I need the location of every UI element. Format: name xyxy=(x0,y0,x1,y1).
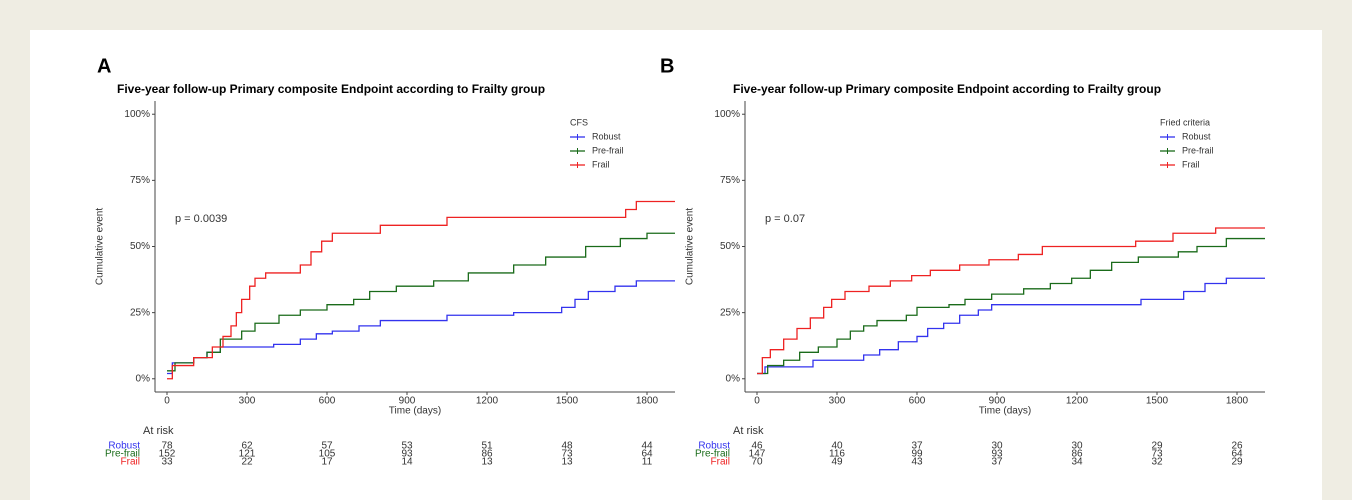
risk-count: 64 xyxy=(641,449,653,460)
chart-title: Five-year follow-up Primary composite En… xyxy=(733,82,1161,96)
risk-title: At risk xyxy=(733,425,764,437)
risk-count: 62 xyxy=(241,441,253,452)
legend-label: Pre-frail xyxy=(1182,145,1214,155)
x-axis-label: Time (days) xyxy=(389,406,441,417)
risk-count: 51 xyxy=(481,441,493,452)
legend-title: CFS xyxy=(570,117,588,127)
risk-row-name: Frail xyxy=(711,457,730,468)
risk-count: 30 xyxy=(991,441,1003,452)
risk-count: 73 xyxy=(561,449,573,460)
y-tick-label: 100% xyxy=(124,109,150,120)
y-axis-label: Cumulative event xyxy=(95,208,106,285)
risk-count: 37 xyxy=(991,457,1003,468)
legend-title: Fried criteria xyxy=(1160,117,1210,127)
legend-label: Robust xyxy=(1182,131,1211,141)
risk-count: 78 xyxy=(161,441,173,452)
risk-count: 99 xyxy=(911,449,923,460)
risk-count: 70 xyxy=(751,457,763,468)
step-line xyxy=(757,227,1265,375)
risk-count: 33 xyxy=(161,457,173,468)
y-tick-label: 50% xyxy=(130,241,150,252)
x-tick-label: 300 xyxy=(829,396,846,407)
risk-row-name: Pre-frail xyxy=(695,449,730,460)
step-line xyxy=(167,200,675,380)
x-tick-label: 1200 xyxy=(1066,396,1089,407)
legend-label: Frail xyxy=(592,159,610,169)
y-axis-label: Cumulative event xyxy=(685,208,696,285)
risk-count: 32 xyxy=(1151,457,1163,468)
x-tick-label: 1800 xyxy=(636,396,659,407)
risk-count: 147 xyxy=(749,449,766,460)
risk-count: 43 xyxy=(911,457,923,468)
risk-count: 53 xyxy=(401,441,413,452)
risk-count: 48 xyxy=(561,441,573,452)
risk-count: 73 xyxy=(1151,449,1163,460)
y-tick-label: 75% xyxy=(130,175,150,186)
risk-count: 34 xyxy=(1071,457,1083,468)
x-tick-label: 600 xyxy=(909,396,926,407)
risk-count: 105 xyxy=(319,449,336,460)
y-tick-label: 50% xyxy=(720,241,740,252)
y-tick-label: 0% xyxy=(136,373,151,384)
risk-count: 86 xyxy=(481,449,493,460)
y-tick-label: 100% xyxy=(714,109,740,120)
x-axis-label: Time (days) xyxy=(979,406,1031,417)
x-tick-label: 600 xyxy=(319,396,336,407)
y-tick-label: 25% xyxy=(130,307,150,318)
risk-count: 57 xyxy=(321,441,333,452)
risk-row-name: Robust xyxy=(108,441,140,452)
risk-count: 44 xyxy=(641,441,653,452)
risk-row-name: Robust xyxy=(698,441,730,452)
legend-label: Frail xyxy=(1182,159,1200,169)
legend-label: Robust xyxy=(592,131,621,141)
risk-count: 152 xyxy=(159,449,176,460)
risk-count: 116 xyxy=(829,449,845,460)
panel-letter: A xyxy=(97,55,111,77)
step-line xyxy=(757,277,1265,375)
risk-title: At risk xyxy=(143,425,174,437)
risk-count: 30 xyxy=(1071,441,1083,452)
x-tick-label: 300 xyxy=(239,396,256,407)
figure-panel xyxy=(30,30,1322,500)
chart-title: Five-year follow-up Primary composite En… xyxy=(117,82,545,96)
x-tick-label: 0 xyxy=(164,396,170,407)
risk-count: 46 xyxy=(751,441,763,452)
panel-letter: B xyxy=(660,55,674,77)
risk-count: 22 xyxy=(241,457,253,468)
y-tick-label: 0% xyxy=(726,373,741,384)
risk-count: 93 xyxy=(401,449,413,460)
x-tick-label: 900 xyxy=(989,396,1006,407)
y-tick-label: 75% xyxy=(720,175,740,186)
risk-count: 17 xyxy=(321,457,333,468)
risk-count: 64 xyxy=(1231,449,1243,460)
risk-count: 29 xyxy=(1231,457,1243,468)
risk-row-name: Frail xyxy=(121,457,140,468)
risk-count: 13 xyxy=(481,457,493,468)
risk-count: 121 xyxy=(239,449,256,460)
risk-count: 93 xyxy=(991,449,1003,460)
step-line xyxy=(167,232,675,372)
p-value: p = 0.07 xyxy=(765,213,805,225)
risk-count: 29 xyxy=(1151,441,1163,452)
legend-label: Pre-frail xyxy=(592,145,624,155)
x-tick-label: 1800 xyxy=(1226,396,1249,407)
step-line xyxy=(757,237,1265,375)
risk-count: 86 xyxy=(1071,449,1083,460)
risk-count: 26 xyxy=(1231,441,1243,452)
p-value: p = 0.0039 xyxy=(175,213,227,225)
y-tick-label: 25% xyxy=(720,307,740,318)
x-tick-label: 900 xyxy=(399,396,416,407)
x-tick-label: 0 xyxy=(754,396,760,407)
risk-row-name: Pre-frail xyxy=(105,449,140,460)
x-tick-label: 1500 xyxy=(1146,396,1169,407)
x-tick-label: 1500 xyxy=(556,396,579,407)
risk-count: 40 xyxy=(831,441,843,452)
x-tick-label: 1200 xyxy=(476,396,499,407)
risk-count: 49 xyxy=(831,457,843,468)
risk-count: 13 xyxy=(561,457,573,468)
risk-count: 11 xyxy=(642,457,653,468)
risk-count: 37 xyxy=(911,441,923,452)
risk-count: 14 xyxy=(401,457,413,468)
